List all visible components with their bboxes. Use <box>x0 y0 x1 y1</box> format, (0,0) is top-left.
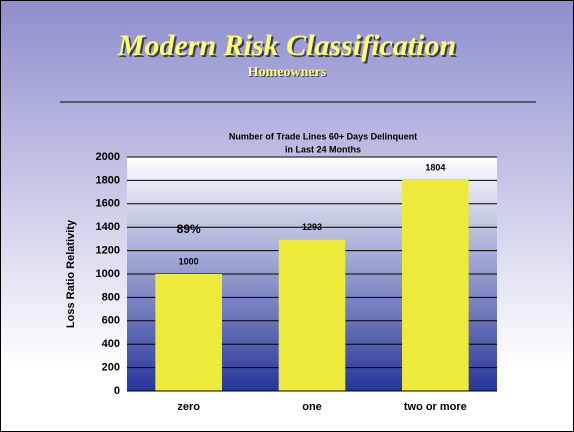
y-tick-label: 600 <box>102 315 120 327</box>
data-label: 1000 <box>179 256 199 266</box>
y-tick-label: 1200 <box>96 245 120 257</box>
chart-title: in Last 24 Months <box>285 144 361 154</box>
y-tick-label: 400 <box>102 338 120 350</box>
data-label: 1293 <box>302 222 322 232</box>
y-tick-label: 2000 <box>96 151 120 163</box>
annotation: 89% <box>177 222 201 236</box>
y-axis-label: Loss Ratio Relativity <box>65 219 77 328</box>
slide-title: Modern Risk Classification <box>117 29 456 62</box>
data-label: 1804 <box>425 162 445 172</box>
y-tick-label: 0 <box>114 385 120 397</box>
x-tick-label: zero <box>177 401 200 413</box>
chart: Number of Trade Lines 60+ Days Delinquen… <box>96 131 497 413</box>
bar <box>402 179 469 391</box>
y-tick-label: 800 <box>102 291 120 303</box>
x-tick-label: two or more <box>404 401 467 413</box>
y-tick-label: 1400 <box>96 221 120 233</box>
y-tick-label: 200 <box>102 362 120 374</box>
x-tick-label: one <box>302 401 322 413</box>
y-tick-label: 1000 <box>96 268 120 280</box>
slide-subtitle: Homeowners <box>248 65 327 80</box>
bar <box>155 274 222 391</box>
y-tick-label: 1600 <box>96 198 120 210</box>
slide-title-shadow: Modern Risk Classification <box>119 31 458 64</box>
bar <box>278 239 346 391</box>
chart-title: Number of Trade Lines 60+ Days Delinquen… <box>229 131 417 141</box>
y-tick-label: 1800 <box>96 174 120 186</box>
slide-subtitle-shadow: Homeowners <box>249 66 328 81</box>
